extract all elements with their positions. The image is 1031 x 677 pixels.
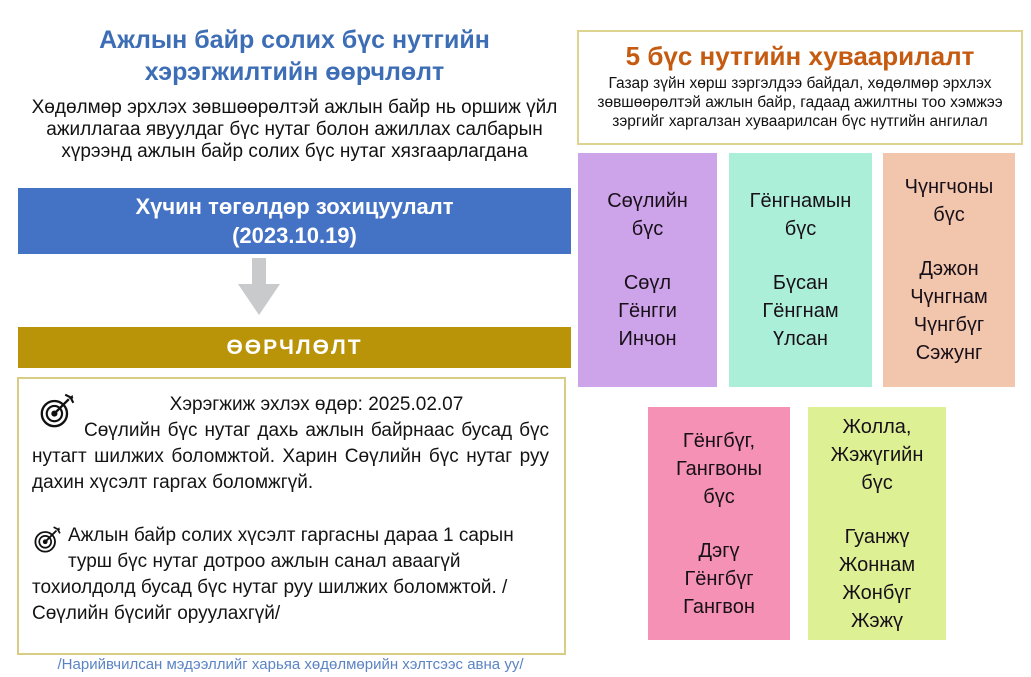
region-name: Чүнгчоны бүс — [904, 176, 994, 226]
change-banner: ӨӨРЧЛӨЛТ — [18, 327, 571, 368]
regions-subtitle: Газар зүйн хөрш зэргэлдээ байдал, хөдөлм… — [597, 75, 1003, 130]
change-details-box: Хэрэгжиж эхлэх өдөр: 2025.02.07 Сөүлийн … — [17, 377, 566, 673]
region-cities: Сөүл Гёнгги Инчон — [618, 272, 677, 350]
regions-header-box: 5 бүс нутгийн хуваарилалт Газар зүйн хөр… — [577, 30, 1023, 145]
region-card-seoul: Сөүлийн бүс Сөүл Гёнгги Инчон — [578, 153, 717, 387]
region-card-gyeongbuk-gangwon: Гёнгбүг, Гангвоны бүс Дэгү Гёнгбүг Гангв… — [648, 407, 790, 640]
region-card-jeolla-jeju: Жолла, Жэжүгийн бүс Гуанжү Жоннам Жонбүг… — [808, 407, 946, 640]
target-dart-icon — [34, 525, 62, 553]
regions-title: 5 бүс нутгийн хуваарилалт — [625, 41, 975, 71]
effective-date: Хэрэгжиж эхлэх өдөр: 2025.02.07 — [169, 394, 464, 415]
region-card-chungcheong: Чүнгчоны бүс Дэжон Чүнгнам Чүнгбүг Сэжун… — [883, 153, 1015, 387]
change-item-2-text: Ажлын байр солих хүсэлт гаргасны дараа 1… — [32, 525, 514, 624]
change-item-1: Хэрэгжиж эхлэх өдөр: 2025.02.07 Сөүлийн … — [32, 392, 549, 496]
page-title: Ажлын байр солих бүс нутгийн хэрэгжилтий… — [99, 26, 490, 86]
region-name: Гёнгнамын бүс — [749, 190, 852, 240]
region-name: Гёнгбүг, Гангвоны бүс — [675, 429, 763, 508]
region-name: Жолла, Жэжүгийн бүс — [830, 415, 924, 494]
footnote: /Нарийвчилсан мэдээллийг харьяа хөдөлмөр… — [57, 656, 524, 673]
region-cities: Бүсан Гёнгнам Үлсан — [762, 272, 839, 350]
down-arrow-icon — [236, 258, 282, 316]
region-cities: Дэжон Чүнгнам Чүнгбүг Сэжунг — [910, 258, 988, 364]
region-name: Сөүлийн бүс — [607, 190, 688, 240]
intro-paragraph: Хөдөлмөр эрхлэх зөвшөөрөлтэй ажлын байр … — [31, 97, 558, 162]
region-cities: Гуанжү Жоннам Жонбүг Жэжү — [838, 525, 916, 632]
region-card-gyeongnam: Гёнгнамын бүс Бүсан Гёнгнам Үлсан — [729, 153, 872, 387]
target-dart-icon — [40, 392, 76, 428]
change-item-2: Ажлын байр солих хүсэлт гаргасны дараа 1… — [32, 523, 549, 627]
region-cities: Дэгү Гёнгбүг Гангвон — [683, 539, 755, 618]
change-item-1-text: Сөүлийн бүс нутаг дахь ажлын байрнаас бу… — [32, 420, 549, 493]
current-regulation-banner: Хүчин төгөлдөр зохицуулалт (2023.10.19) — [18, 188, 571, 254]
